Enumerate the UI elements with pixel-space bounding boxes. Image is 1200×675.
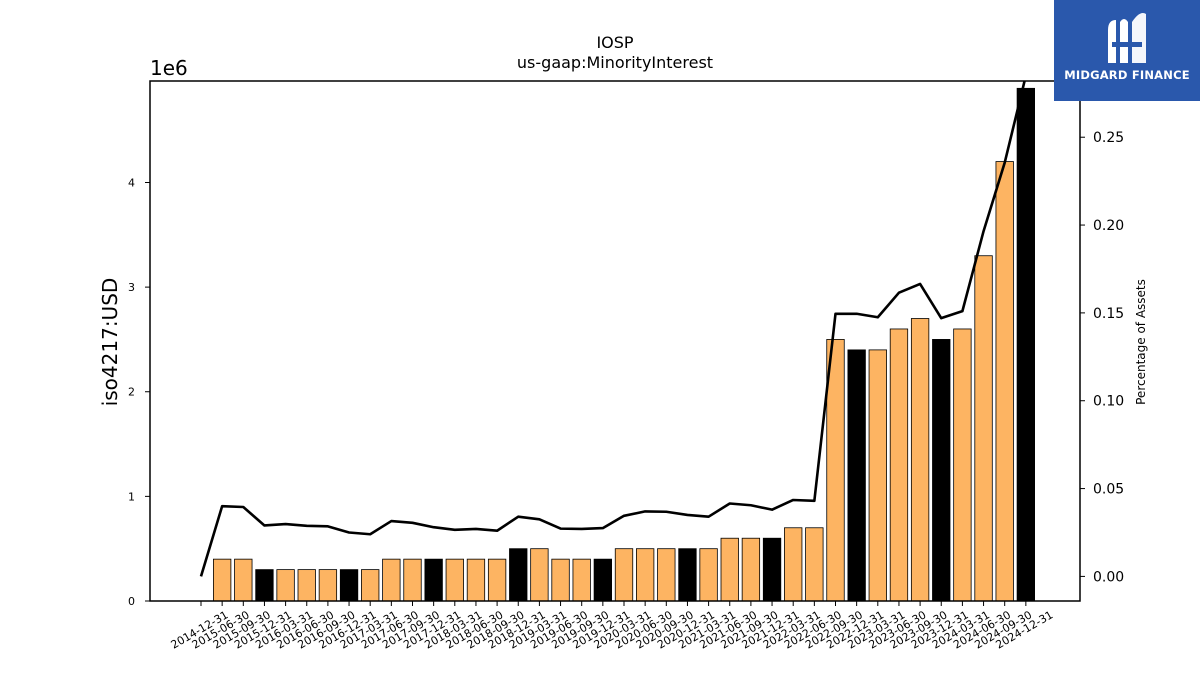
y-tick-label: 0 bbox=[128, 595, 135, 608]
bar-2018-09-30 bbox=[487, 558, 507, 602]
brand-logo: MIDGARD FINANCE bbox=[1054, 0, 1200, 101]
bar-2018-12-31 bbox=[509, 548, 528, 602]
bar-2021-03-31 bbox=[699, 548, 718, 602]
bar-2023-09-30 bbox=[910, 318, 930, 602]
y-tick-label: 2 bbox=[128, 386, 135, 399]
y-tick-label: 3 bbox=[128, 281, 135, 294]
brand-name: MIDGARD FINANCE bbox=[1064, 68, 1190, 82]
chart-subtitle: us-gaap:MinorityInterest bbox=[517, 53, 713, 72]
bar-2016-12-31 bbox=[339, 569, 359, 602]
bar-2020-06-30 bbox=[636, 548, 655, 602]
bar-2019-03-31 bbox=[530, 548, 549, 602]
bar-2017-12-31 bbox=[424, 558, 443, 602]
bar-2018-03-31 bbox=[445, 558, 464, 602]
bar-2016-09-30 bbox=[318, 569, 338, 602]
bar-2015-09-30 bbox=[234, 558, 253, 602]
bar-2018-06-30 bbox=[466, 558, 486, 602]
bar-2015-06-30 bbox=[212, 558, 232, 602]
bar-2020-09-30 bbox=[657, 548, 676, 602]
bar-2019-06-30 bbox=[551, 558, 570, 602]
bar-2024-03-31 bbox=[953, 328, 972, 602]
bar-2016-03-31 bbox=[276, 569, 295, 602]
bar-2022-03-31 bbox=[784, 527, 803, 602]
bar-2021-09-30 bbox=[741, 537, 761, 602]
chart-title: IOSP bbox=[596, 33, 633, 52]
bar-2015-12-31 bbox=[255, 569, 274, 602]
bar-2020-03-31 bbox=[614, 548, 634, 602]
y2-axis-label: Percentage of Assets bbox=[1134, 279, 1148, 405]
bar-2017-03-31 bbox=[361, 569, 380, 602]
bar-2021-12-31 bbox=[762, 537, 782, 602]
y2-tick-label: 0.00 bbox=[1093, 569, 1124, 585]
bar-2021-06-30 bbox=[720, 537, 739, 602]
plot-frame bbox=[149, 80, 1081, 602]
bar-2023-06-30 bbox=[889, 328, 909, 602]
bar-2019-12-31 bbox=[593, 558, 612, 602]
bar-2017-09-30 bbox=[403, 558, 422, 602]
y2-tick-label: 0.05 bbox=[1093, 482, 1124, 498]
y-tick-label: 4 bbox=[128, 176, 135, 189]
bar-2020-12-31 bbox=[678, 548, 697, 602]
bar-2019-09-30 bbox=[572, 558, 591, 602]
bar-2023-03-31 bbox=[868, 349, 887, 602]
bar-2024-09-30 bbox=[995, 161, 1014, 602]
y2-tick-label: 0.20 bbox=[1093, 218, 1124, 234]
midgard-m-logo-icon bbox=[1108, 13, 1146, 63]
bar-2023-12-31 bbox=[932, 339, 951, 602]
bar-2022-12-31 bbox=[847, 349, 866, 602]
bar-2016-06-30 bbox=[297, 569, 316, 602]
y2-tick-label: 0.10 bbox=[1093, 394, 1124, 410]
y-offset-label: 1e6 bbox=[150, 56, 188, 80]
bar-2017-06-30 bbox=[382, 558, 401, 602]
y2-tick-label: 0.15 bbox=[1093, 306, 1124, 322]
series-line-percentage-of-assets bbox=[199, 81, 1026, 577]
bar-2024-06-30 bbox=[974, 255, 993, 602]
y2-tick-label: 0.25 bbox=[1093, 130, 1124, 146]
y-tick-label: 1 bbox=[128, 490, 135, 503]
y-axis-label: iso4217:USD bbox=[98, 278, 122, 407]
bar-2024-12-31 bbox=[1016, 87, 1035, 602]
bar-2022-06-30 bbox=[805, 527, 824, 602]
